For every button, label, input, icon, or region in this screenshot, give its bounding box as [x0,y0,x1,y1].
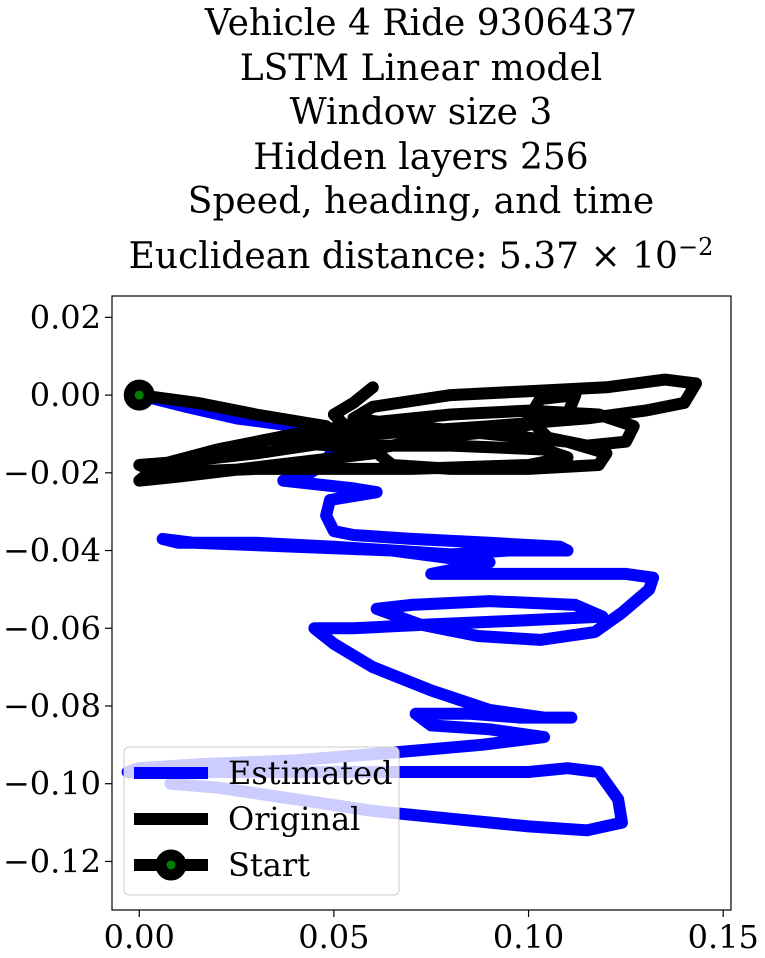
x-tick-label: 0.00 [104,918,175,956]
legend: Estimated Original Start [123,746,400,896]
y-tick-label: 0.00 [30,376,101,414]
chart-title: Vehicle 4 Ride 9306437 LSTM Linear model… [0,2,765,279]
title-line-distance: Euclidean distance: 5.37 × 10−2 [0,225,765,280]
y-tick-label: −0.02 [3,454,101,492]
ticks-layer: 0.00 0.05 0.10 0.15 0.02 0.00 −0.02 −0.04 −0.06 −… [3,298,759,956]
y-tick-label: −0.12 [3,842,101,880]
axes-frame [111,295,732,911]
x-tick-label: 0.15 [688,918,759,956]
x-tick-label: 0.05 [298,918,369,956]
legend-marker-start [155,849,187,881]
legend-label-estimated: Estimated [228,754,393,792]
start-point-marker [123,379,155,411]
distance-exponent: −2 [677,232,714,261]
title-line-vehicle: Vehicle 4 Ride 9306437 [204,3,638,44]
distance-text: Euclidean distance: 5.37 × 10 [128,235,678,277]
legend-label-original: Original [228,800,360,838]
series-line-original [133,373,702,487]
legend-box [123,746,400,896]
x-tick-label: 0.10 [493,918,564,956]
title-line-window: Window size 3 [289,92,553,133]
y-tick-label: −0.04 [3,532,101,570]
y-tick-label: −0.10 [3,765,101,803]
y-tick-label: 0.02 [30,298,101,336]
y-tick-label: −0.08 [3,687,101,725]
title-line-hidden: Hidden layers 256 [253,136,589,178]
legend-label-start: Start [228,846,310,884]
title-line-model: LSTM Linear model [239,47,603,89]
y-tick-label: −0.06 [3,609,101,647]
title-line-features: Speed, heading, and time [187,181,655,222]
